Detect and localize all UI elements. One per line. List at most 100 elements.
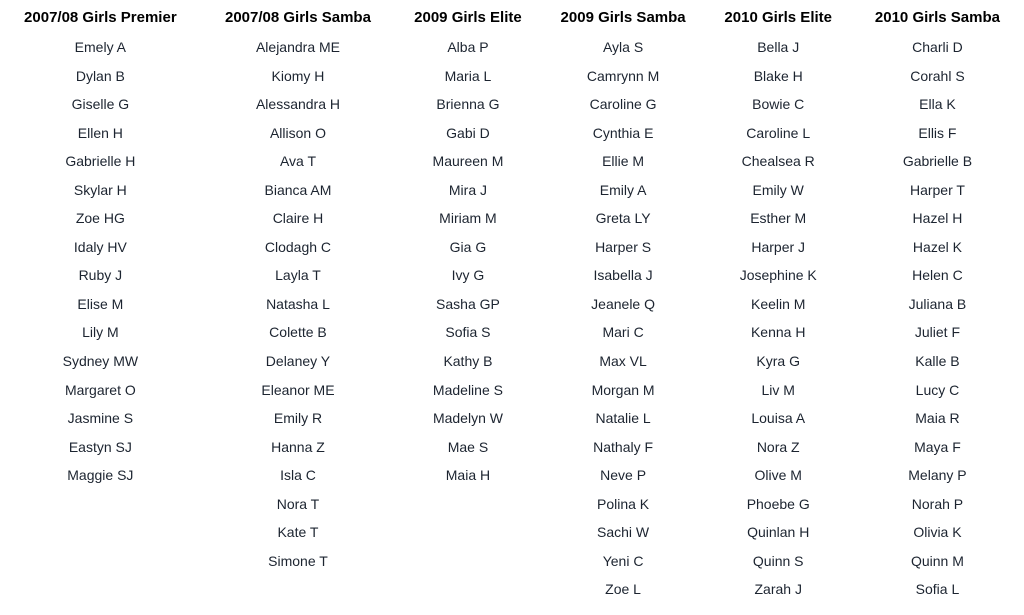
roster-name: Zarah J — [754, 581, 802, 598]
roster-name: Harper T — [909, 181, 965, 198]
roster-name: Natasha L — [266, 295, 330, 312]
roster-name: Sofia L — [915, 581, 960, 598]
roster-name: Ella K — [919, 96, 956, 113]
roster-name: Liv M — [761, 381, 795, 398]
roster-name: Quinn S — [752, 552, 804, 569]
roster-name: Melany P — [908, 467, 967, 484]
roster-name: Maggie SJ — [67, 467, 134, 484]
roster-name: Dylan B — [75, 67, 125, 84]
roster-name: Ellen H — [77, 124, 123, 141]
roster-name: Gabi D — [446, 124, 490, 141]
roster-name: Kate T — [277, 524, 319, 541]
roster-name: Madelyn W — [432, 410, 503, 427]
roster-name: Nora T — [276, 495, 320, 512]
roster-name: Chealsea R — [741, 153, 815, 170]
roster-name: Mae S — [447, 438, 489, 455]
column-header: 2007/08 Girls Samba — [225, 9, 371, 26]
roster-name: Mari C — [602, 324, 644, 341]
roster-name: Quinlan H — [747, 524, 810, 541]
roster-name: Esther M — [750, 210, 807, 227]
roster-name: Sydney MW — [62, 353, 139, 370]
roster-name: Quinn M — [910, 552, 964, 569]
roster-name: Bella J — [757, 39, 800, 55]
roster-name: Harper J — [751, 238, 806, 255]
roster-name: Ellie M — [602, 153, 645, 170]
roster-name: Bianca AM — [264, 181, 332, 198]
roster-name: Juliet F — [914, 324, 960, 341]
roster-name: Madeline S — [432, 381, 503, 398]
roster-column: 2009 Girls Samba Ayla S Camrynn M Caroline … — [541, 2, 706, 604]
roster-name: Olive M — [754, 467, 802, 484]
roster-name: Greta LY — [595, 210, 651, 227]
roster-name: Maia R — [915, 410, 960, 427]
column-header: 2009 Girls Samba — [560, 9, 686, 26]
column-header: 2009 Girls Elite — [414, 9, 522, 26]
roster-name: Sofia S — [445, 324, 491, 341]
roster-name: Maria L — [444, 67, 492, 84]
roster-name: Keelin M — [750, 295, 806, 312]
roster-name: Olivia K — [913, 524, 962, 541]
roster-name: Caroline L — [746, 124, 811, 141]
roster-name: Eleanor ME — [261, 381, 335, 398]
roster-name: Yeni C — [602, 552, 644, 569]
roster-name: Idaly HV — [73, 238, 127, 255]
roster-column: 2010 Girls Samba Charli D Corahl S Ella K El… — [851, 2, 1024, 604]
roster-name: Josephine K — [739, 267, 817, 284]
roster-name: Charli D — [912, 39, 963, 55]
roster-name: Maureen M — [432, 153, 504, 170]
roster-name: Elise M — [77, 295, 124, 312]
roster-name: Phoebe G — [746, 495, 810, 512]
roster-name: Polina K — [597, 495, 650, 512]
roster-name: Lily M — [82, 324, 119, 341]
roster-name: Emily R — [273, 410, 323, 427]
roster-name: Isabella J — [593, 267, 653, 284]
roster-name: Ruby J — [78, 267, 123, 284]
roster-name: Kyra G — [756, 353, 800, 370]
roster-name: Cynthia E — [592, 124, 654, 141]
roster-name: Natalie L — [595, 410, 651, 427]
roster-name: Ava T — [279, 153, 316, 170]
roster-name: Ayla S — [602, 39, 644, 55]
roster-name: Allison O — [269, 124, 326, 141]
roster-name: Gia G — [449, 238, 487, 255]
roster-name: Eastyn SJ — [68, 438, 132, 455]
roster-name: Skylar H — [73, 181, 127, 198]
roster-name: Isla C — [280, 467, 316, 484]
roster-name: Lucy C — [915, 381, 960, 398]
roster-name: Camrynn M — [586, 67, 660, 84]
roster-name: Kathy B — [443, 353, 493, 370]
roster-name: Kiomy H — [271, 67, 325, 84]
roster-name: Sachi W — [597, 524, 650, 541]
roster-name: Clodagh C — [264, 238, 332, 255]
roster-name: Hanna Z — [271, 438, 325, 455]
roster-name: Hazel H — [912, 210, 963, 227]
roster-name: Sasha GP — [436, 295, 500, 312]
roster-name: Bowie C — [752, 96, 805, 113]
column-header: 2010 Girls Samba — [874, 9, 1000, 26]
roster-column: 2007/08 Girls Samba Alejandra ME Kiomy H Al… — [201, 2, 396, 604]
roster-name: Emily W — [752, 181, 804, 198]
roster-name: Simone T — [268, 552, 328, 569]
roster-name: Emely A — [74, 39, 127, 55]
roster-name: Ellis F — [918, 124, 957, 141]
roster-name: Nathaly F — [593, 438, 654, 455]
roster-name: Neve P — [600, 467, 647, 484]
roster-name: Giselle G — [71, 96, 130, 113]
roster-name: Delaney Y — [265, 353, 331, 370]
roster-column: 2009 Girls Elite Alba P Maria L Brienna G Ga… — [395, 2, 540, 604]
roster-name: Blake H — [753, 67, 803, 84]
column-header: 2007/08 Girls Premier — [24, 9, 177, 26]
roster-name: Harper S — [595, 238, 652, 255]
roster-name: Ivy G — [451, 267, 485, 284]
roster-name: Juliana B — [908, 295, 967, 312]
roster-name: Alejandra ME — [255, 39, 340, 55]
roster-name: Mira J — [448, 181, 488, 198]
roster-name: Nora Z — [756, 438, 800, 455]
roster-name: Gabrielle B — [902, 153, 973, 170]
roster-name: Maia H — [445, 467, 491, 484]
roster-name: Kalle B — [915, 353, 960, 370]
roster-name: Margaret O — [64, 381, 136, 398]
roster-column: 2007/08 Girls Premier Emely A Dylan B Gisel… — [0, 2, 201, 604]
roster-name: Caroline G — [589, 96, 657, 113]
